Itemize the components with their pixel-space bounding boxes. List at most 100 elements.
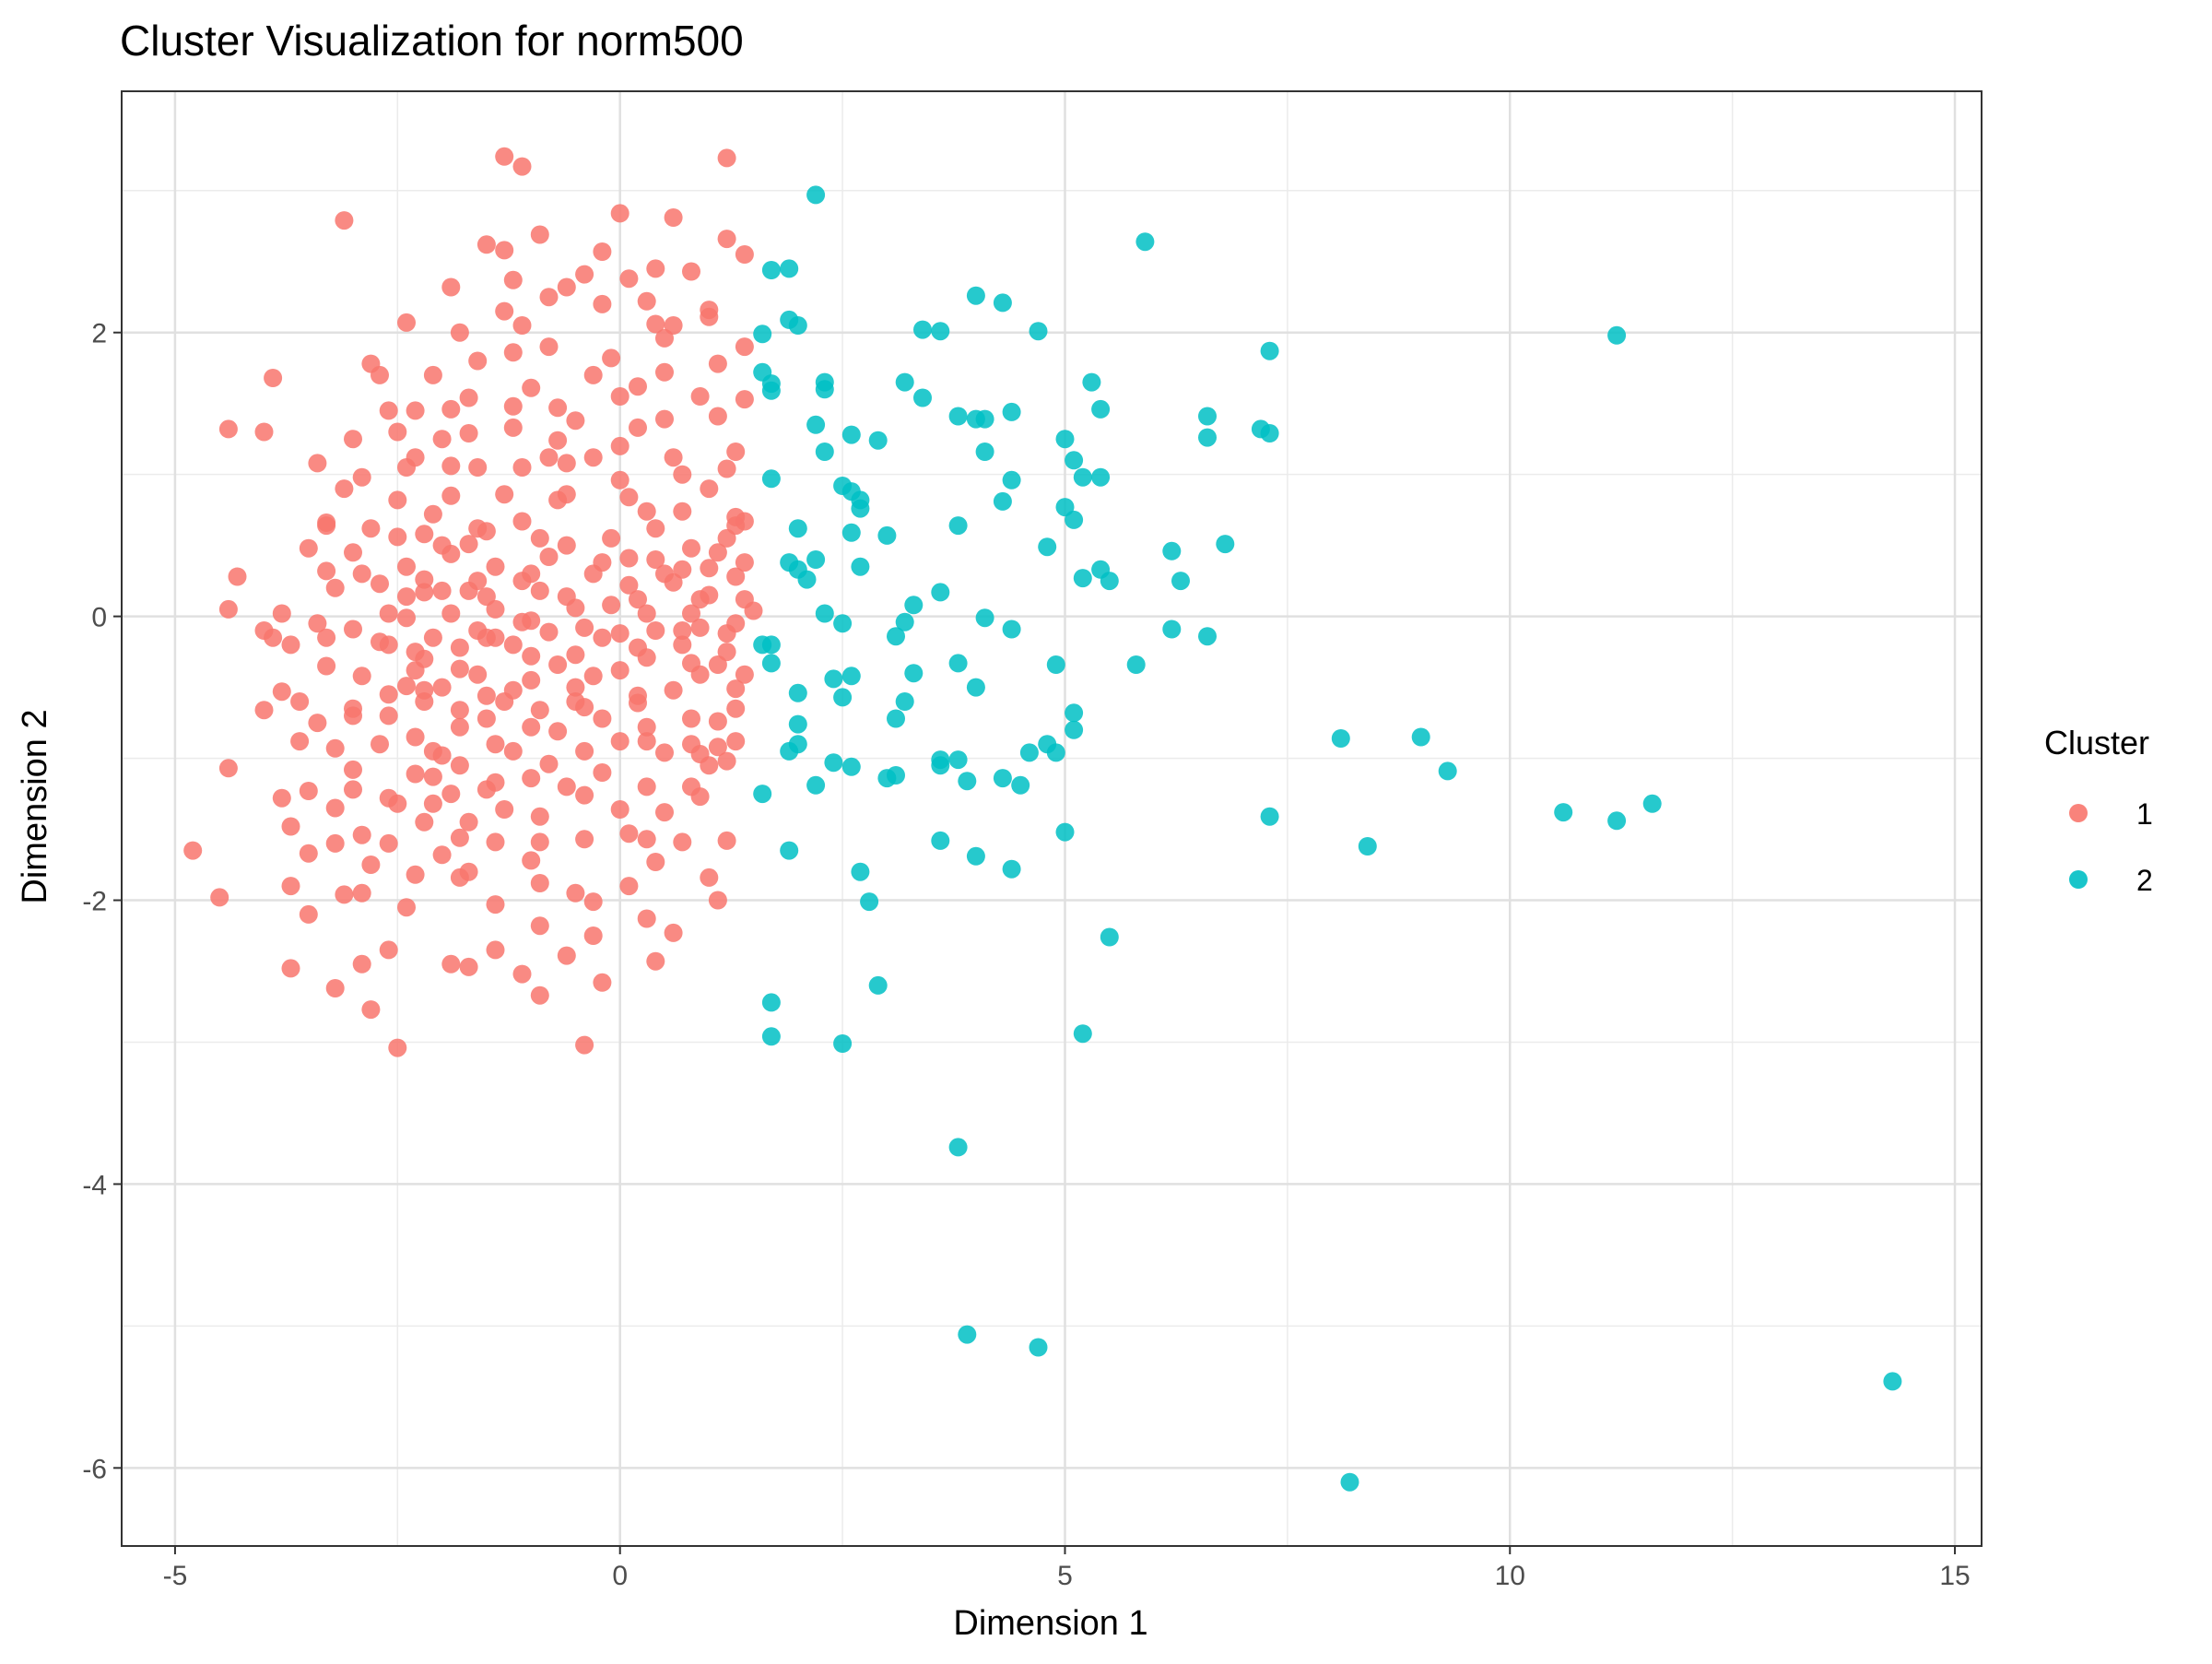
data-point-cluster-1 — [468, 351, 488, 371]
data-point-cluster-1 — [664, 316, 683, 335]
data-point-cluster-1 — [539, 548, 559, 566]
data-point-cluster-1 — [423, 794, 442, 813]
data-point-cluster-1 — [325, 798, 345, 818]
data-point-cluster-1 — [352, 883, 371, 903]
data-point-cluster-1 — [575, 830, 594, 849]
data-point-cluster-1 — [371, 365, 389, 384]
data-point-cluster-1 — [272, 682, 291, 702]
data-point-cluster-1 — [682, 735, 700, 754]
data-point-cluster-1 — [423, 628, 442, 647]
data-point-cluster-1 — [629, 693, 647, 713]
data-point-cluster-1 — [459, 388, 478, 407]
data-point-cluster-1 — [682, 262, 700, 281]
data-point-cluster-1 — [432, 746, 452, 765]
data-point-cluster-1 — [557, 454, 576, 473]
data-point-cluster-1 — [423, 504, 442, 524]
data-point-cluster-1 — [512, 458, 532, 477]
data-point-cluster-1 — [646, 550, 665, 569]
data-point-cluster-2 — [788, 316, 807, 335]
data-point-cluster-1 — [503, 741, 523, 761]
data-point-cluster-1 — [539, 337, 559, 357]
legend-label-cluster-2: 2 — [2136, 864, 2153, 897]
data-point-cluster-1 — [726, 732, 746, 751]
data-point-cluster-1 — [655, 362, 674, 382]
data-point-cluster-1 — [575, 698, 594, 717]
data-point-cluster-1 — [637, 777, 656, 797]
data-point-cluster-1 — [530, 581, 549, 600]
data-point-cluster-1 — [593, 294, 612, 313]
data-point-cluster-2 — [1065, 703, 1084, 723]
data-point-cluster-1 — [468, 665, 488, 684]
data-point-cluster-1 — [717, 643, 736, 662]
data-point-cluster-1 — [708, 655, 727, 674]
data-point-cluster-2 — [841, 425, 861, 444]
data-point-cluster-2 — [1216, 535, 1235, 554]
data-point-cluster-1 — [432, 581, 452, 600]
data-point-cluster-1 — [272, 788, 291, 808]
data-point-cluster-1 — [646, 621, 665, 640]
data-point-cluster-2 — [913, 320, 932, 339]
data-point-cluster-1 — [210, 888, 229, 907]
data-point-cluster-2 — [1019, 743, 1039, 762]
axis-layer: -5 0 5 10 15 -6 -4 -2 0 2 — [82, 319, 1970, 1591]
data-point-cluster-1 — [557, 587, 576, 607]
data-point-cluster-1 — [530, 916, 549, 936]
data-point-cluster-1 — [495, 800, 514, 819]
x-tick-label: 0 — [612, 1561, 628, 1591]
data-point-cluster-1 — [317, 628, 336, 647]
data-point-cluster-1 — [503, 396, 523, 416]
data-point-cluster-1 — [522, 646, 541, 666]
data-point-cluster-2 — [1055, 430, 1075, 449]
data-point-cluster-1 — [272, 604, 291, 623]
data-point-cluster-1 — [619, 269, 639, 289]
data-point-cluster-2 — [815, 380, 834, 399]
data-point-cluster-1 — [530, 874, 549, 892]
data-point-cluster-1 — [450, 756, 469, 775]
data-point-cluster-1 — [708, 891, 727, 910]
data-point-cluster-1 — [486, 940, 505, 960]
data-point-cluster-2 — [948, 516, 968, 536]
data-point-cluster-1 — [397, 608, 416, 628]
data-point-cluster-2 — [993, 293, 1012, 313]
data-point-cluster-1 — [735, 590, 754, 609]
data-point-cluster-1 — [629, 590, 647, 609]
data-point-cluster-1 — [415, 583, 434, 602]
data-point-cluster-2 — [806, 775, 826, 795]
data-point-cluster-1 — [477, 686, 496, 705]
data-point-cluster-1 — [459, 957, 478, 976]
data-point-cluster-1 — [423, 767, 442, 786]
data-point-cluster-1 — [629, 377, 647, 396]
data-point-cluster-1 — [379, 635, 398, 655]
data-point-cluster-1 — [299, 904, 318, 924]
y-tick-label: 0 — [91, 603, 107, 633]
data-point-cluster-1 — [335, 479, 354, 499]
data-point-cluster-1 — [673, 635, 692, 655]
data-point-cluster-1 — [717, 831, 736, 850]
legend-key-cluster-1 — [2069, 804, 2088, 822]
data-point-cluster-1 — [317, 561, 336, 581]
data-point-cluster-1 — [575, 785, 594, 805]
data-point-cluster-1 — [637, 291, 656, 311]
data-point-cluster-1 — [682, 777, 700, 797]
data-point-cluster-1 — [717, 230, 736, 249]
data-point-cluster-2 — [868, 431, 888, 450]
data-point-cluster-2 — [1100, 927, 1119, 947]
data-point-cluster-2 — [1073, 569, 1092, 588]
data-point-cluster-1 — [700, 756, 719, 775]
data-point-cluster-2 — [1011, 775, 1030, 795]
data-point-cluster-1 — [700, 585, 719, 605]
data-point-cluster-1 — [450, 717, 469, 737]
data-point-cluster-2 — [1340, 1472, 1359, 1492]
data-point-cluster-1 — [450, 701, 469, 720]
panel-border — [121, 90, 1983, 1547]
data-point-cluster-1 — [441, 456, 461, 476]
data-point-cluster-2 — [1100, 572, 1119, 591]
data-point-cluster-1 — [530, 832, 549, 852]
data-point-cluster-1 — [308, 614, 327, 633]
data-point-cluster-1 — [486, 735, 505, 754]
data-point-cluster-2 — [1055, 822, 1075, 842]
data-point-cluster-1 — [575, 265, 594, 284]
data-point-cluster-1 — [503, 635, 523, 655]
data-point-cluster-1 — [700, 479, 719, 499]
data-point-cluster-2 — [841, 667, 861, 686]
